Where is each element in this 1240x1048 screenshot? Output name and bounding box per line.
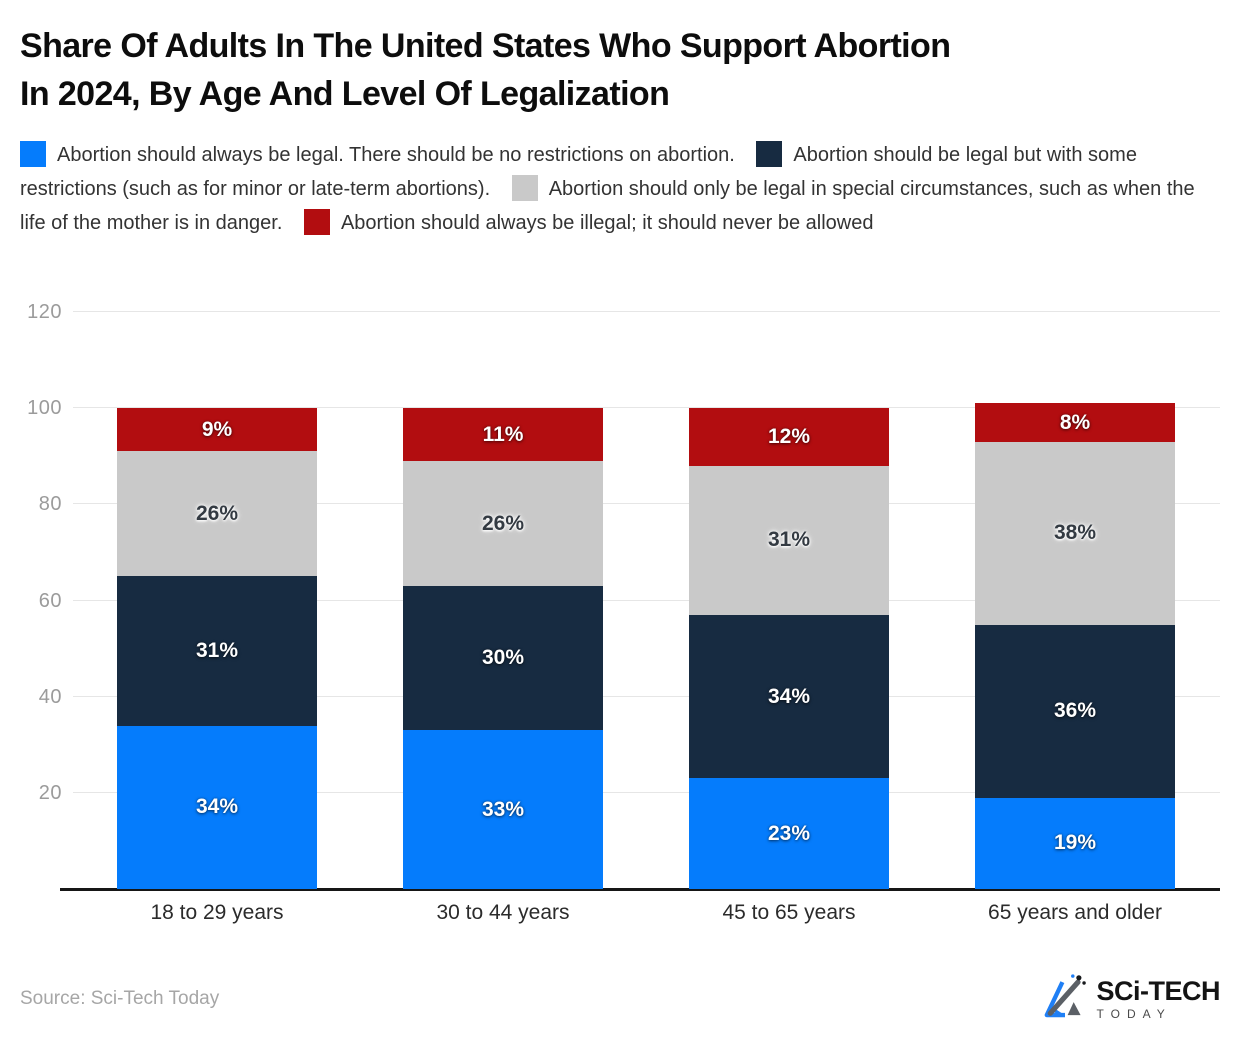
bar-segment-label: 11% [482, 422, 524, 446]
bar-segment-label: 38% [1053, 521, 1097, 545]
bar-segment: 12% [689, 408, 889, 466]
x-axis-line [60, 888, 1220, 891]
bar-segment: 31% [689, 465, 889, 615]
bar-segment-label: 31% [767, 528, 811, 552]
bar-segment: 31% [117, 576, 317, 726]
bar-segment-label: 33% [481, 797, 525, 821]
legend-label: Abortion should only be legal in special… [20, 178, 1195, 234]
legend-label: Abortion should always be legal. There s… [57, 144, 735, 166]
gridline [73, 599, 1220, 601]
bar-segment-label: 26% [481, 511, 525, 535]
legend-swatch [20, 141, 46, 167]
bar-column: 19% 36% 38% 8% [975, 403, 1175, 889]
x-axis-category-label: 65 years and older [988, 901, 1162, 924]
bar-segment: 38% [975, 441, 1175, 625]
bar-segment: 23% [689, 778, 889, 889]
y-axis-tick-label: 60 [38, 589, 62, 612]
legend-swatch [303, 209, 330, 235]
bar-segment-label: 34% [767, 684, 811, 708]
legend-item: Abortion should always be legal. There s… [20, 141, 735, 167]
bar-segment: 33% [403, 730, 603, 889]
bar-column: 23% 34% 31% 12% [689, 408, 889, 889]
bar-segment-label: 19% [1053, 831, 1097, 855]
bar-segment: 19% [975, 797, 1175, 889]
bar-segment-label: 8% [1059, 410, 1091, 434]
bar-column: 34% 31% 26% 9% [117, 408, 317, 889]
bar-segment: 8% [975, 403, 1175, 442]
legend-swatch [511, 175, 538, 201]
gridline [73, 311, 1220, 313]
logo-text: SCi-TECH TODAY [1096, 975, 1221, 1021]
bar-segment-label: 30% [481, 646, 525, 670]
bar-segment-label: 23% [767, 821, 811, 845]
logo-brand-name: SCi-TECH [1096, 975, 1221, 1006]
bar-segment: 36% [975, 624, 1175, 798]
y-axis-tick-label: 100 [27, 397, 62, 420]
plot-area: 20 40 60 80 100 120 34% 31% 26% 9% 33% 30% 26% 11% 23%… [20, 288, 1220, 891]
bar-segment-label: 34% [195, 795, 239, 819]
bar-segment-label: 36% [1053, 699, 1097, 723]
bar-segment: 26% [117, 451, 317, 577]
x-axis-category-label: 30 to 44 years [436, 901, 570, 924]
gridline [73, 695, 1220, 697]
bar-segment-label: 26% [195, 501, 239, 525]
x-axis-category-label: 45 to 65 years [722, 901, 856, 924]
legend-label: Abortion should always be illegal; it sh… [340, 212, 874, 234]
legend-item: Abortion should only be legal in special… [20, 175, 1195, 234]
gridline [73, 503, 1220, 505]
page-title: Share Of Adults In The United States Who… [20, 22, 1220, 118]
legend: Abortion should always be legal. There s… [20, 138, 1220, 240]
x-axis-labels: 18 to 29 years 30 to 44 years 45 to 65 yea… [20, 901, 1220, 943]
y-axis-tick-label: 40 [38, 685, 62, 708]
bar-segment-label: 12% [767, 425, 811, 449]
source-text: Source: Sci-Tech Today [20, 987, 220, 1009]
bar-segment-label: 9% [201, 417, 233, 441]
bar-segment: 34% [117, 725, 317, 889]
bar-segment: 11% [403, 408, 603, 462]
legend-item: Abortion should always be illegal; it sh… [288, 209, 874, 235]
page-title-line-2: In 2024, By Age And Level Of Legalizatio… [20, 75, 670, 113]
legend-swatch [756, 141, 783, 167]
y-axis-tick-label: 120 [27, 301, 62, 324]
y-axis-tick-label: 20 [38, 781, 62, 804]
bar-column: 33% 30% 26% 11% [403, 408, 603, 889]
gridline [73, 407, 1220, 409]
legend-item: Abortion should be legal but with some r… [20, 141, 1137, 200]
chart-page: Share Of Adults In The United States Who… [20, 22, 1220, 1026]
bar-segment: 26% [403, 461, 603, 587]
bar-segment: 9% [117, 408, 317, 452]
logo-icon [1039, 971, 1091, 1026]
bar-segment-label: 31% [195, 639, 239, 662]
bar-segment: 34% [689, 614, 889, 779]
x-axis-category-label: 18 to 29 years [150, 901, 284, 924]
bar-segment: 30% [403, 586, 603, 731]
footer: Source: Sci-Tech Today SCi-TECH TODAY [20, 971, 1220, 1026]
y-axis-tick-label: 80 [38, 493, 62, 516]
logo: SCi-TECH TODAY [1039, 971, 1221, 1026]
page-title-line-1: Share Of Adults In The United States Who… [20, 27, 951, 65]
logo-brand-subname: TODAY [1096, 1006, 1172, 1021]
legend-label: Abortion should be legal but with some r… [20, 144, 1137, 200]
gridline [73, 791, 1220, 793]
